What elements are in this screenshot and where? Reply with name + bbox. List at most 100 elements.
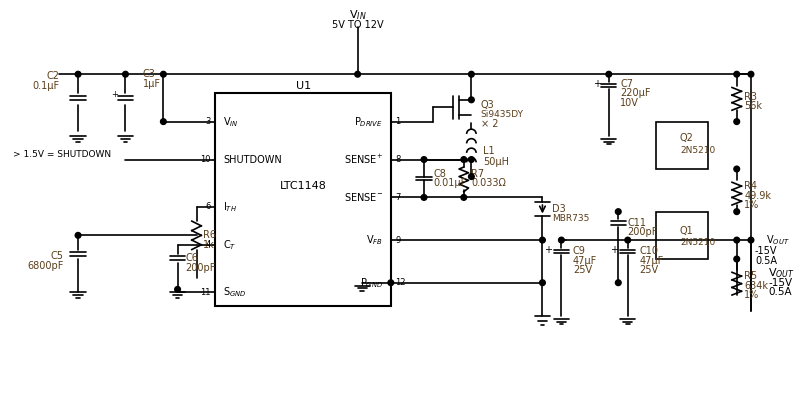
Text: 0.5A: 0.5A [755,256,777,266]
Text: C8: C8 [434,169,447,179]
Text: 200pF: 200pF [628,228,658,237]
Text: S$_{GND}$: S$_{GND}$ [223,285,247,299]
Text: 10: 10 [201,155,211,164]
Text: 6: 6 [205,202,211,211]
Text: 56k: 56k [744,102,763,111]
Text: Q2: Q2 [680,133,694,143]
Text: 220μF: 220μF [620,88,650,98]
Circle shape [469,97,474,103]
Circle shape [540,237,545,243]
Text: R5: R5 [744,271,758,281]
Text: +: + [611,245,618,254]
Circle shape [606,71,611,77]
Text: 2N5210: 2N5210 [680,145,715,154]
Text: × 2: × 2 [481,119,498,130]
Text: R7: R7 [471,169,485,179]
Circle shape [355,71,361,77]
Circle shape [615,280,621,286]
Text: P$_{DRIVE}$: P$_{DRIVE}$ [354,115,383,128]
Text: 0.5A: 0.5A [768,287,792,297]
Circle shape [469,157,474,162]
Text: SENSE$^{-}$: SENSE$^{-}$ [344,192,383,203]
Text: 1k: 1k [203,240,215,250]
Circle shape [734,209,739,214]
Bar [216,93,391,307]
Text: Si9435DY: Si9435DY [481,111,524,119]
Text: 49.9k: 49.9k [744,190,771,201]
Text: Q3: Q3 [481,100,494,111]
Text: V$_{IN}$: V$_{IN}$ [223,115,239,128]
Text: V$_{FB}$: V$_{FB}$ [366,233,383,247]
Text: 5V TO 12V: 5V TO 12V [332,20,384,30]
Text: +: + [594,79,602,89]
Circle shape [469,71,474,77]
Text: L1: L1 [482,146,494,156]
Text: C3: C3 [142,69,155,79]
Text: -15V: -15V [768,278,792,288]
Text: 12: 12 [396,278,406,287]
Text: +: + [544,245,552,254]
Circle shape [625,237,630,243]
Text: C$_{T}$: C$_{T}$ [223,238,236,252]
Text: C11: C11 [628,218,646,228]
Text: V$_{OUT}$: V$_{OUT}$ [768,266,794,280]
Text: I$_{TH}$: I$_{TH}$ [223,200,237,214]
Text: 6800pF: 6800pF [28,261,64,271]
Text: 1%: 1% [744,290,759,300]
Circle shape [469,174,474,179]
Circle shape [734,256,739,262]
Text: LTC1148: LTC1148 [279,181,326,190]
Text: C9: C9 [573,246,586,256]
Text: C5: C5 [51,251,64,261]
Text: 8: 8 [396,155,401,164]
Text: R6: R6 [203,230,217,240]
Text: 4: 4 [205,240,211,249]
Text: 10V: 10V [620,98,639,108]
Text: R4: R4 [744,181,757,191]
Text: 3: 3 [205,117,211,126]
Text: 1μF: 1μF [142,79,161,89]
Circle shape [161,119,166,124]
Text: V$_{IN}$: V$_{IN}$ [349,9,366,23]
Text: 7: 7 [396,193,401,202]
Text: 0.033Ω: 0.033Ω [471,178,506,188]
Text: 9: 9 [396,235,401,245]
Text: D3: D3 [552,204,566,214]
Text: SENSE$^{+}$: SENSE$^{+}$ [345,153,383,166]
Circle shape [461,195,466,200]
Text: 11: 11 [201,288,211,297]
Text: 200pF: 200pF [185,263,216,273]
Text: 2N5210: 2N5210 [680,239,715,247]
Circle shape [421,157,427,162]
Circle shape [388,280,394,286]
Text: 1%: 1% [744,200,759,210]
Text: 1: 1 [396,117,401,126]
Text: V$_{OUT}$: V$_{OUT}$ [766,233,790,247]
Text: U1: U1 [295,81,310,90]
Text: 47μF: 47μF [573,256,597,266]
Circle shape [76,233,81,238]
Circle shape [734,166,739,172]
Circle shape [421,195,427,200]
Circle shape [615,209,621,214]
Text: MBR735: MBR735 [552,214,589,223]
Circle shape [175,286,181,292]
Text: R3: R3 [744,92,757,102]
Text: Q1: Q1 [680,226,693,235]
Circle shape [76,71,81,77]
Circle shape [734,119,739,124]
Text: P$_{GND}$: P$_{GND}$ [360,276,383,290]
Text: 0.01μF: 0.01μF [434,178,466,188]
Circle shape [461,157,466,162]
Circle shape [559,237,564,243]
Circle shape [748,237,754,243]
Text: SHUTDOWN: SHUTDOWN [223,154,282,164]
Circle shape [161,71,166,77]
Text: +: + [111,90,119,99]
Text: C6: C6 [185,253,198,263]
Text: > 1.5V = SHUTDOWN: > 1.5V = SHUTDOWN [13,150,111,159]
Circle shape [734,71,739,77]
Circle shape [123,71,128,77]
Circle shape [540,280,545,286]
Circle shape [734,237,739,243]
